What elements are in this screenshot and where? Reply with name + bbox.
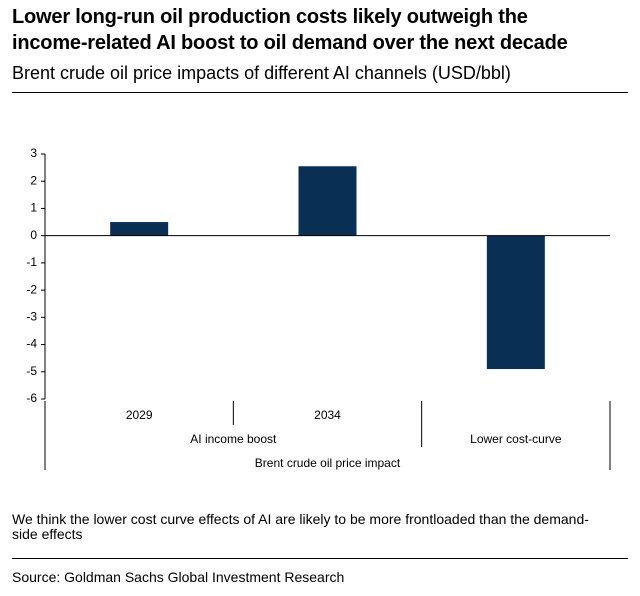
y-tick-label: 3 (30, 146, 37, 160)
y-tick-label: -5 (26, 364, 37, 378)
y-tick-label: 0 (30, 228, 37, 242)
bars (110, 166, 545, 370)
chart-title-line-2: income-related AI boost to oil demand ov… (12, 32, 568, 54)
x-group-label: Lower cost-curve (470, 432, 562, 446)
divider (12, 558, 628, 559)
bar (298, 166, 357, 236)
y-tick-label: 1 (30, 201, 37, 215)
chart-subtitle: Brent crude oil price impacts of differe… (12, 63, 511, 83)
y-tick-label: -2 (26, 282, 37, 296)
x-category-label: 2029 (126, 408, 153, 422)
bar (110, 222, 169, 236)
y-tick-label: -3 (26, 310, 37, 324)
source-note: Source: Goldman Sachs Global Investment … (12, 569, 345, 585)
x-axis-title: Brent crude oil price impact (255, 456, 401, 470)
y-tick-label: 2 (30, 173, 37, 187)
bar (486, 235, 545, 370)
y-tick-label: -1 (26, 255, 37, 269)
x-group-label: AI income boost (190, 432, 277, 446)
x-category-label: 2034 (314, 408, 341, 422)
y-tick-label: -6 (26, 391, 37, 405)
x-axis: 2029 2034 AI income boost Lower cost-curve B… (44, 235, 611, 470)
chart-title: Lower long-run oil production costs like… (12, 4, 632, 56)
y-axis: 3 2 1 0 -1 -2 -3 -4 -5 -6 (26, 146, 46, 405)
chart-title-line-1: Lower long-run oil production costs like… (12, 6, 528, 28)
footnote: We think the lower cost curve effects of… (12, 511, 589, 542)
y-tick-label: -4 (26, 337, 37, 351)
chart-frame (12, 92, 628, 483)
